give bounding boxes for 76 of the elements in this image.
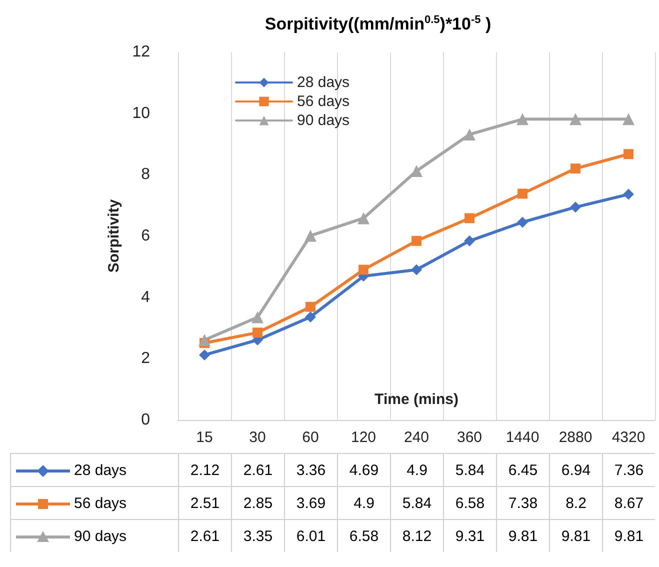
y-tick-label: 0 <box>141 412 150 428</box>
point <box>464 235 475 246</box>
x-tick-label: 2880 <box>558 429 592 446</box>
data-label: 7.36 <box>602 453 655 486</box>
point <box>306 302 316 312</box>
point <box>464 128 476 140</box>
point <box>570 202 581 213</box>
data-label: 6.58 <box>443 486 496 519</box>
x-tick-label: 4320 <box>612 429 646 446</box>
data-label: 2.85 <box>231 486 284 519</box>
point <box>570 164 580 174</box>
text: 90 days <box>74 528 127 545</box>
point <box>304 230 316 242</box>
y-tick-label: 4 <box>141 288 150 306</box>
point <box>252 328 262 338</box>
point <box>305 311 316 322</box>
x-axis-title: Time (mins) <box>374 391 458 408</box>
x-tick-label: 360 <box>456 429 482 446</box>
x-tick-label: 30 <box>249 429 266 446</box>
y-tick-label: 6 <box>141 228 150 244</box>
data-label: 8.67 <box>602 486 655 519</box>
point <box>516 113 528 126</box>
point <box>411 264 422 276</box>
data-label: 6.01 <box>284 519 337 552</box>
x-tick-label: 15 <box>196 429 213 446</box>
data-label: 9.31 <box>443 519 496 552</box>
point <box>252 311 264 324</box>
point <box>199 349 210 360</box>
point <box>517 216 528 228</box>
x-tick-label: 1440 <box>506 429 540 446</box>
point <box>622 113 634 126</box>
y-tick-label: 8 <box>141 166 150 184</box>
data-label: 2.61 <box>231 453 284 486</box>
point <box>518 188 528 199</box>
data-label: 2.51 <box>178 486 231 519</box>
y-tick-label: 10 <box>132 104 150 122</box>
x-tick-label: 120 <box>350 429 376 446</box>
data-label: 6.45 <box>496 453 549 486</box>
data-label: 4.9 <box>337 486 390 519</box>
point <box>412 236 422 246</box>
data-label: 9.81 <box>549 519 602 552</box>
data-label: 5.84 <box>443 453 496 486</box>
data-label: 4.69 <box>337 453 390 486</box>
point <box>624 149 634 160</box>
point <box>358 264 368 275</box>
y-tick-label: 2 <box>141 350 150 368</box>
point <box>358 212 370 224</box>
legend-label: 90 days <box>297 112 350 129</box>
data-label: 6.94 <box>549 453 602 486</box>
data-label: 9.81 <box>602 519 655 552</box>
data-label: 7.38 <box>496 486 549 519</box>
data-label: 2.61 <box>178 519 231 552</box>
x-tick-label: 240 <box>404 429 430 446</box>
text: 56 days <box>74 495 127 512</box>
y-tick-label: 12 <box>132 44 150 60</box>
legend-label: 56 days <box>297 93 350 110</box>
text: 28 days <box>74 462 127 479</box>
x-tick-label: 60 <box>302 429 319 446</box>
y-axis-title: Sorpitivity <box>105 198 122 273</box>
data-label: 6.58 <box>337 519 390 552</box>
data-label: 3.35 <box>231 519 284 552</box>
point <box>623 188 634 200</box>
data-label: 3.36 <box>284 453 337 486</box>
data-label: 4.9 <box>390 453 443 486</box>
point <box>198 334 210 346</box>
point <box>464 213 474 224</box>
data-label: 8.2 <box>549 486 602 519</box>
data-label: 9.81 <box>496 519 549 552</box>
point <box>570 113 582 126</box>
data-label: 8.12 <box>390 519 443 552</box>
chart-title: Sorpitivity((mm/min$^{0.5}$)*10$^{-5}$ ) <box>264 14 492 35</box>
point <box>410 164 422 177</box>
data-label: 3.69 <box>284 486 337 519</box>
legend-label: 28 days <box>297 74 350 91</box>
data-label: 5.84 <box>390 486 443 519</box>
data-label: 2.12 <box>178 453 231 486</box>
